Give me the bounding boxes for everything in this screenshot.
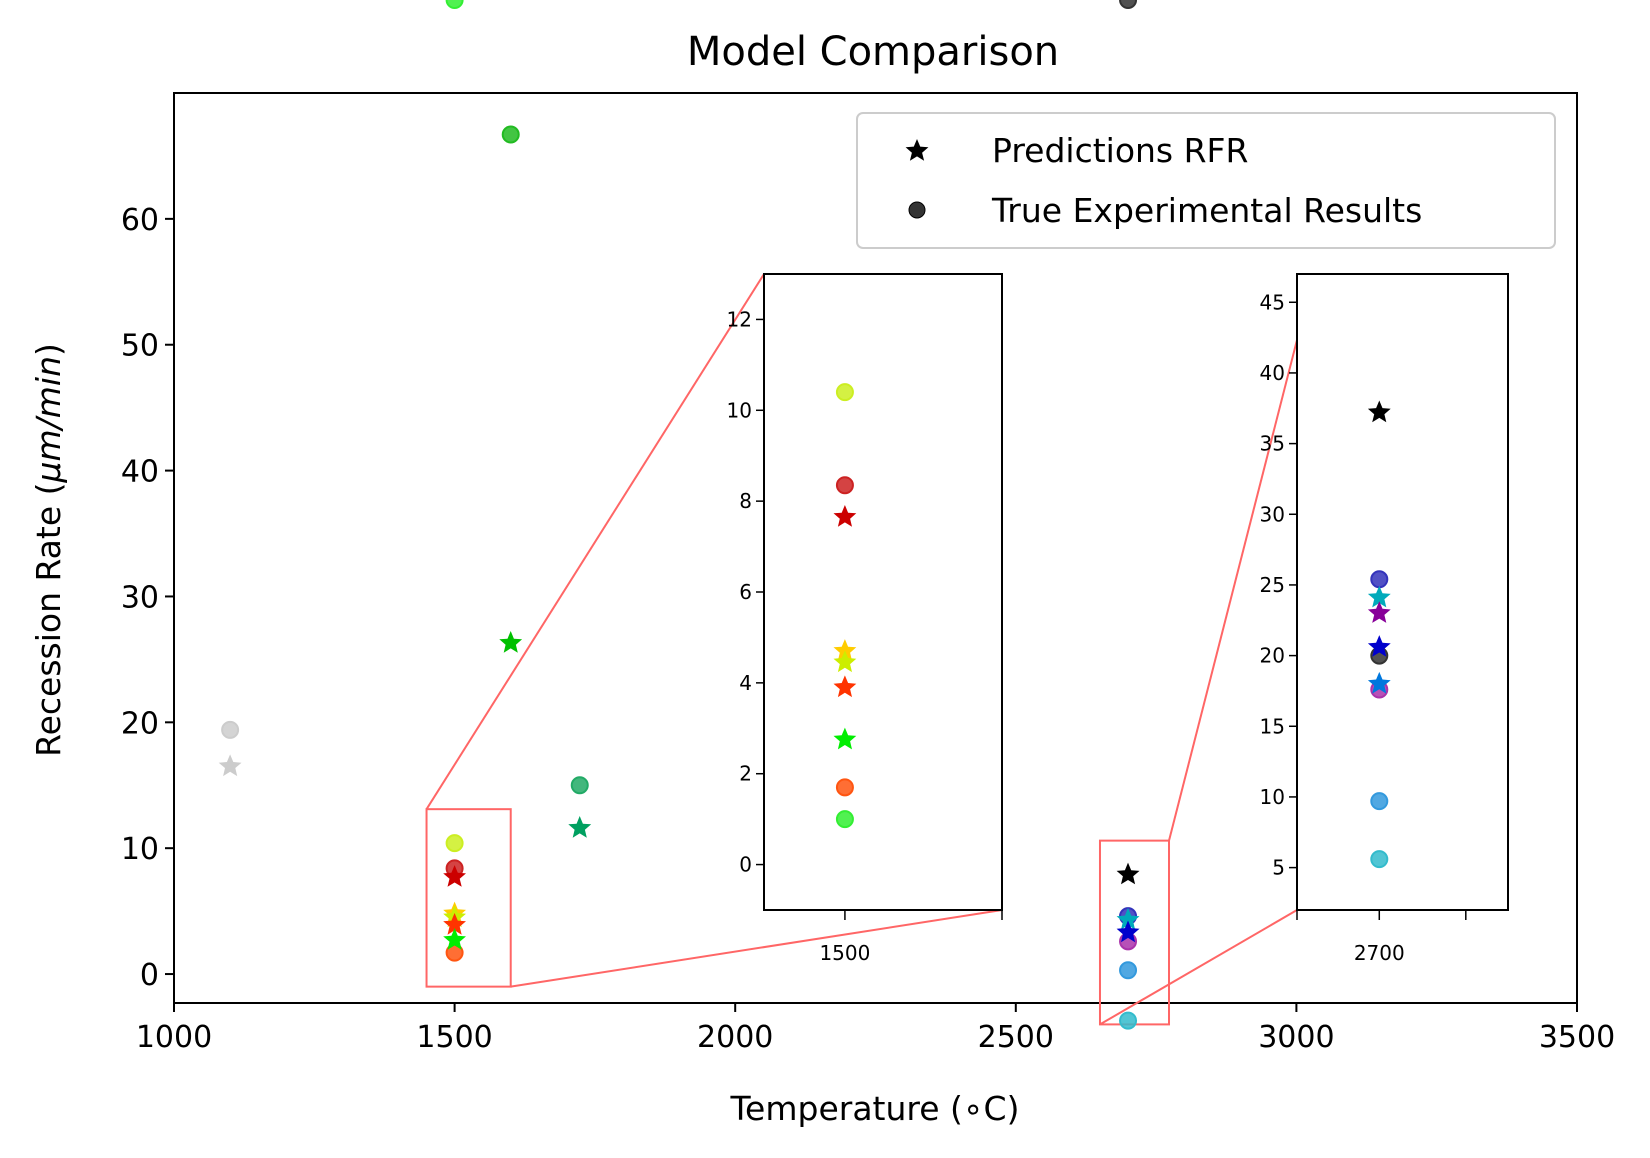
inset-y-tick-label: 45 [1260, 290, 1285, 314]
legend-star-icon [905, 139, 929, 161]
prediction-point [443, 928, 466, 950]
prediction-point [443, 865, 466, 887]
y-tick-label: 40 [121, 455, 159, 490]
true-result-point [570, 776, 589, 795]
y-tick-label: 10 [121, 832, 159, 867]
inset-prediction-point [833, 650, 857, 673]
prediction-point [1116, 920, 1140, 943]
legend-star-marker [905, 139, 929, 161]
x-tick-label: 2500 [978, 1020, 1054, 1055]
prediction-point [499, 631, 523, 653]
x-tick-label: 1000 [136, 1020, 212, 1055]
x-tick-label: 3000 [1258, 1020, 1334, 1055]
inset-y-tick-label: 5 [1272, 856, 1285, 880]
x-tick-label: 3500 [1539, 1020, 1615, 1055]
inset-true-result-point [835, 778, 854, 797]
y-tick-label: 30 [121, 580, 159, 615]
prediction-point [443, 913, 466, 935]
prediction-point [1116, 907, 1140, 930]
inset-y-tick-label: 8 [739, 489, 752, 513]
true-result-point [1119, 1011, 1138, 1030]
true-result-point [501, 125, 520, 144]
inset-prediction-point [833, 727, 857, 750]
legend: Predictions RFR True Experimental Result… [856, 112, 1556, 249]
inset-true-result-point [1370, 792, 1389, 811]
inset-true-result-point [835, 810, 854, 829]
legend-circle-marker [908, 201, 926, 219]
inset-y-tick-label: 30 [1260, 502, 1285, 526]
inset-prediction-point [1367, 400, 1391, 423]
y-axis-label-suffix: ) [29, 343, 68, 356]
y-axis-label-prefix: Recession Rate ( [29, 482, 68, 756]
zoom-connector [510, 909, 1003, 988]
inset-prediction-point [1367, 585, 1391, 608]
inset-y-tick-label: 2 [739, 762, 752, 786]
prediction-point [1116, 862, 1140, 885]
inset-y-tick-label: 35 [1260, 432, 1285, 456]
inset-y-tick-label: 4 [739, 671, 752, 695]
true-result-point [1119, 0, 1138, 9]
y-tick-label: 20 [121, 706, 159, 741]
inset-y-tick-label: 12 [727, 307, 752, 331]
inset-prediction-point [833, 675, 857, 698]
inset-y-tick-label: 40 [1260, 361, 1285, 385]
inset-2700: 5 10 15 20 25 30 35 40 45 2700 [1260, 273, 1509, 965]
plot-area-frame [173, 92, 1578, 1004]
inset-frame [1296, 273, 1509, 911]
zoom-connector-lines [425, 273, 1298, 1026]
inset-prediction-point [833, 639, 857, 661]
prediction-point [568, 816, 592, 838]
zoom-connector [1099, 909, 1298, 1026]
true-result-point [221, 720, 240, 739]
inset-true-result-point [835, 383, 854, 402]
legend-label-true-results: True Experimental Results [991, 191, 1422, 230]
inset-1500: 0 2 4 6 8 10 12 1500 [727, 273, 1003, 965]
inset-true-result-point [835, 476, 854, 495]
legend-box [856, 112, 1556, 249]
zoom-connector [425, 273, 765, 810]
inset-y-tick-label: 0 [739, 853, 752, 877]
zoom-connector [1168, 339, 1298, 841]
inset-prediction-point [1367, 671, 1391, 694]
inset-true-result-point [1370, 570, 1389, 589]
zoom-region-box [425, 808, 512, 988]
inset-prediction-point [833, 505, 857, 527]
inset-prediction-point [1367, 601, 1391, 623]
chart-title: Model Comparison [687, 29, 1059, 75]
legend-label-predictions: Predictions RFR [992, 131, 1248, 170]
y-tick-label: 0 [140, 958, 159, 993]
inset-y-tick-label: 10 [727, 398, 752, 422]
inset-y-tick-label: 15 [1260, 714, 1285, 738]
main-scatter-points [218, 0, 1140, 1030]
inset-frame [763, 273, 1003, 911]
true-result-point [445, 834, 464, 853]
inset-y-tick-label: 20 [1260, 644, 1285, 668]
y-axis-label-unit: μm/min [29, 356, 68, 484]
y-tick-label: 50 [121, 329, 159, 364]
y-tick-label: 60 [121, 203, 159, 238]
inset-y-tick-label: 10 [1260, 785, 1285, 809]
true-result-point [445, 0, 464, 9]
x-tick-label: 1500 [416, 1020, 492, 1055]
true-result-point [1119, 961, 1138, 980]
inset-y-tick-label: 25 [1260, 573, 1285, 597]
inset-x-tick-label: 1500 [819, 941, 870, 965]
prediction-point [218, 754, 242, 777]
x-tick-label: 2000 [697, 1020, 773, 1055]
inset-true-result-point [1370, 850, 1389, 869]
inset-prediction-point [1367, 635, 1391, 657]
inset-x-tick-label: 2700 [1354, 941, 1405, 965]
y-axis-label: Recession Rate (μm/min) [29, 343, 68, 757]
x-axis-label: Temperature (∘C) [730, 1089, 1020, 1128]
inset-y-tick-label: 6 [739, 580, 752, 604]
